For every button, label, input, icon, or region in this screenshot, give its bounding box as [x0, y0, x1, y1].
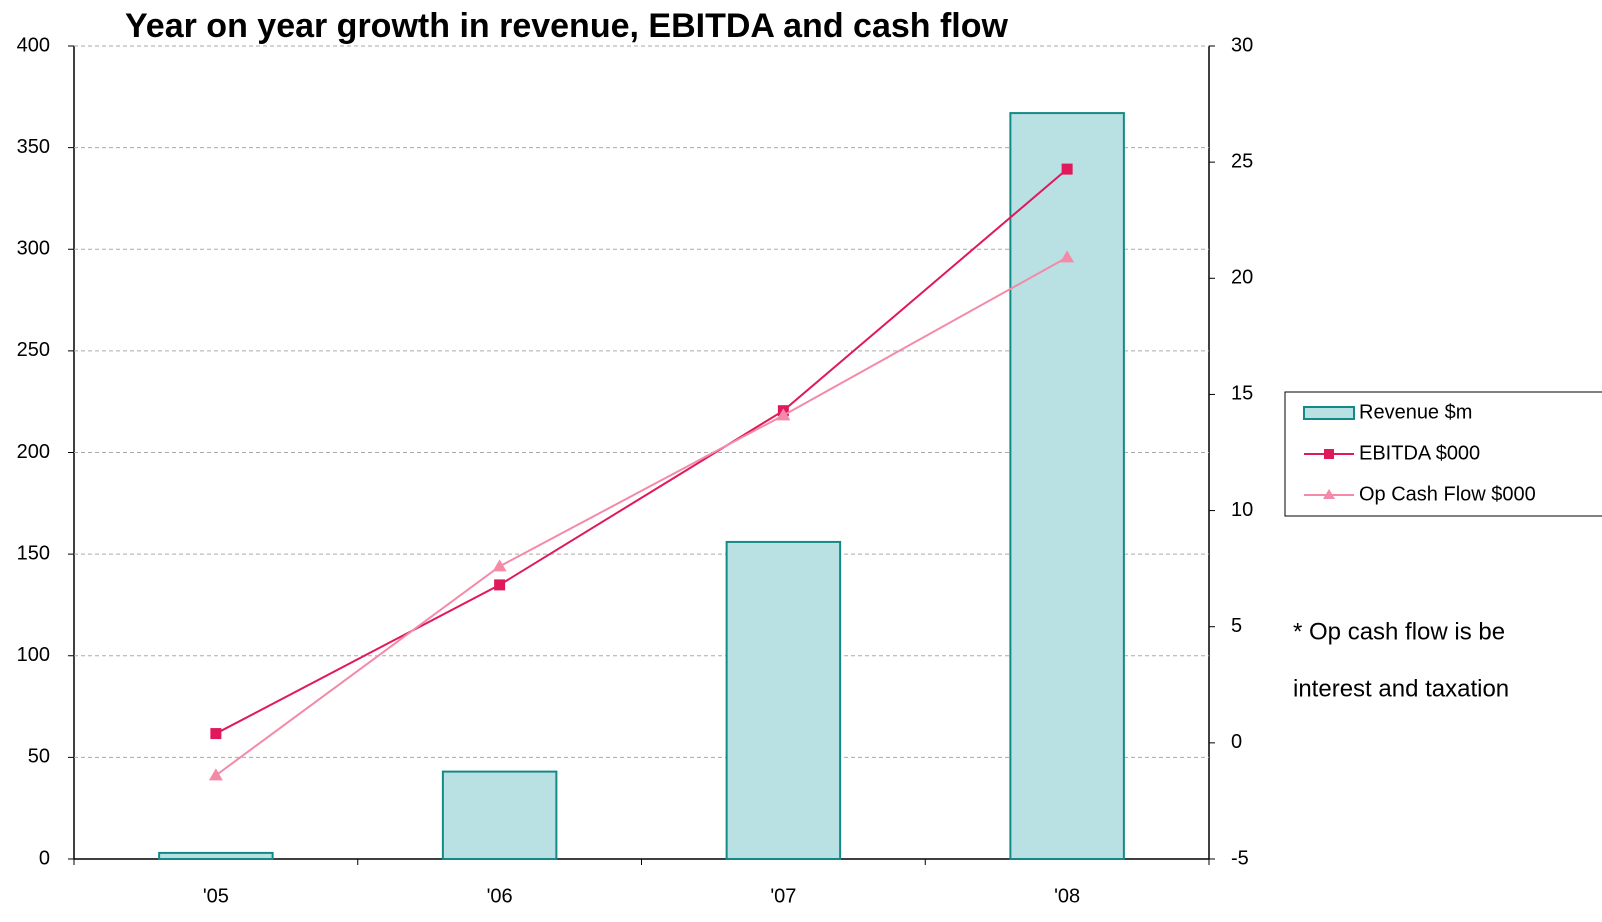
- y-tick-label: 250: [17, 339, 50, 361]
- legend-swatch: [1303, 406, 1355, 420]
- line-marker: [494, 579, 506, 591]
- y2-tick-label: 5: [1231, 615, 1242, 637]
- bar: [158, 851, 274, 861]
- y2-tick-label: 30: [1231, 34, 1253, 56]
- y2-tick-label: 0: [1231, 731, 1242, 753]
- legend-label: Op Cash Flow $000: [1359, 483, 1536, 505]
- line-marker: [208, 768, 223, 781]
- legend-label: Revenue $m: [1359, 401, 1472, 423]
- x-tick-label: '06: [487, 885, 513, 907]
- legend-marker: [1324, 449, 1334, 459]
- y2-tick-label: 20: [1231, 267, 1253, 289]
- bar: [725, 540, 842, 860]
- y-tick-label: 200: [17, 441, 50, 463]
- y-tick-label: 0: [39, 847, 50, 869]
- y2-tick-label: 10: [1231, 499, 1253, 521]
- bar: [441, 770, 558, 860]
- line-marker: [210, 728, 222, 740]
- line: [215, 168, 1068, 735]
- legend-marker: [1323, 489, 1335, 499]
- line-marker: [1061, 163, 1073, 175]
- annotation: interest and taxation: [1293, 675, 1509, 702]
- line-marker: [776, 408, 791, 421]
- y-tick-label: 400: [17, 34, 50, 56]
- chart-title: Year on year growth in revenue, EBITDA a…: [125, 7, 1009, 45]
- y2-tick-label: 15: [1231, 383, 1253, 405]
- y-tick-label: 300: [17, 238, 50, 260]
- y2-tick-label: -5: [1231, 847, 1249, 869]
- y-tick-label: 350: [17, 136, 50, 158]
- x-tick-label: '08: [1054, 885, 1080, 907]
- annotation: * Op cash flow is be: [1293, 618, 1505, 645]
- y-tick-label: 150: [17, 542, 50, 564]
- line: [215, 256, 1068, 777]
- x-tick-label: '05: [203, 885, 229, 907]
- y-tick-label: 50: [28, 746, 50, 768]
- x-tick-label: '07: [770, 885, 796, 907]
- y2-tick-label: 25: [1231, 150, 1253, 172]
- y-tick-label: 100: [17, 644, 50, 666]
- line-marker: [1060, 250, 1075, 263]
- legend-label: EBITDA $000: [1359, 442, 1480, 464]
- bar: [1009, 112, 1125, 860]
- line-marker: [492, 559, 507, 572]
